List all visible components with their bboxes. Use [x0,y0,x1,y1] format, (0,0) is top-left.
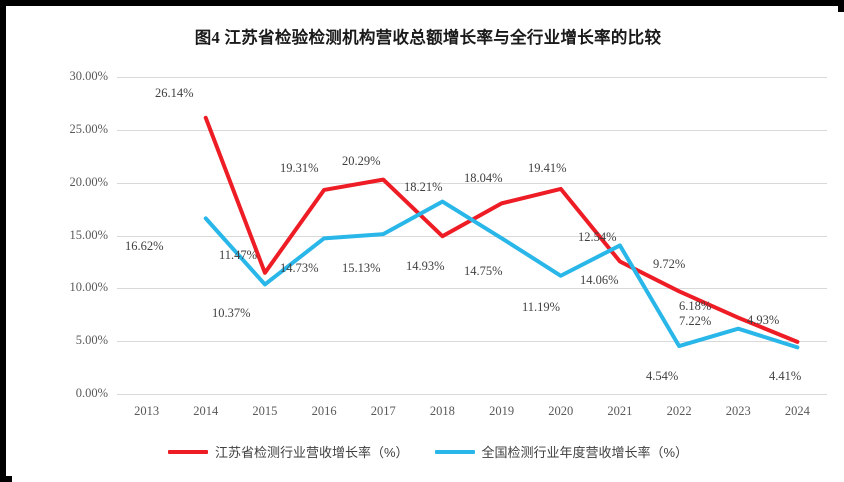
data-point-label: 26.14% [155,86,194,100]
data-point-label: 18.04% [464,171,503,185]
x-axis-tick-label: 2017 [370,404,396,418]
data-point-label: 18.21% [404,180,443,194]
data-point-label: 15.13% [342,261,381,275]
data-point-label: 10.37% [212,306,251,320]
gridline [117,288,827,290]
x-axis-tick-label: 2016 [311,404,337,418]
legend-label-jiangsu: 江苏省检测行业营收增长率（%） [214,445,409,460]
data-point-label: 4.41% [769,369,802,383]
x-axis-tick-label: 2015 [252,404,278,418]
data-point-label: 20.29% [342,154,381,168]
y-axis-tick-label: 15.00% [69,227,108,242]
x-axis-tick-label: 2020 [548,404,574,418]
plot-area [117,77,827,395]
data-point-label: 14.06% [580,273,619,287]
legend-item-national[interactable]: 全国检测行业年度营收增长率（%） [434,442,689,461]
y-axis-tick-label: 30.00% [69,69,108,83]
data-point-label: 19.31% [280,161,319,175]
legend-swatch-national [434,449,475,454]
y-axis-tick-label: 10.00% [69,280,108,295]
legend-item-jiangsu[interactable]: 江苏省检测行业营收增长率（%） [167,442,409,461]
data-point-label: 14.75% [464,264,503,278]
x-axis-tick-label: 2024 [784,404,810,418]
gridline [117,394,827,395]
data-point-label: 12.54% [578,230,617,244]
series-lines [203,115,800,350]
data-point-label: 4.54% [646,369,679,383]
x-axis-tick-label: 2021 [607,404,633,418]
data-point-label: 7.22% [679,314,712,328]
data-point-label: 14.93% [406,259,445,273]
line-jiangsu [203,115,800,344]
y-axis-tick-label: 5.00% [75,333,108,348]
x-axis-tick-label: 2018 [429,404,455,418]
data-point-label: 6.18% [679,299,712,313]
data-point-label: 9.72% [653,257,686,271]
chart-title: 图4 江苏省检验检测机构营收总额增长率与全行业增长率的比较 [194,28,662,47]
x-axis-tick-label: 2023 [725,404,751,418]
line-national [203,199,800,350]
data-point-label: 11.19% [522,300,561,314]
y-axis-tick-label: 0.00% [75,386,108,400]
chart-legend: 江苏省检测行业营收增长率（%） 全国检测行业年度营收增长率（%） [12,442,844,461]
legend-label-national: 全国检测行业年度营收增长率（%） [481,445,689,460]
gridline [117,77,827,78]
x-axis-tick-label: 2014 [193,404,219,418]
data-point-label: 4.93% [747,313,780,327]
data-point-label: 16.62% [125,239,164,253]
gridline [117,129,827,131]
chart-canvas: 图4 江苏省检验检测机构营收总额增长率与全行业增长率的比较 30.00% 25.0… [12,12,844,482]
data-point-label: 11.47% [219,248,258,262]
data-point-label: 19.41% [528,161,567,175]
x-axis-tick-label: 2022 [666,404,692,418]
gridline [117,182,827,184]
x-axis-tick-label: 2013 [134,404,160,418]
gridline [117,341,827,343]
y-axis-tick-label: 25.00% [69,121,108,136]
legend-swatch-jiangsu [167,449,208,454]
gridline [117,235,827,237]
y-axis-tick-label: 20.00% [69,174,108,189]
data-point-label: 14.73% [280,261,319,275]
x-axis-tick-label: 2019 [489,404,515,418]
